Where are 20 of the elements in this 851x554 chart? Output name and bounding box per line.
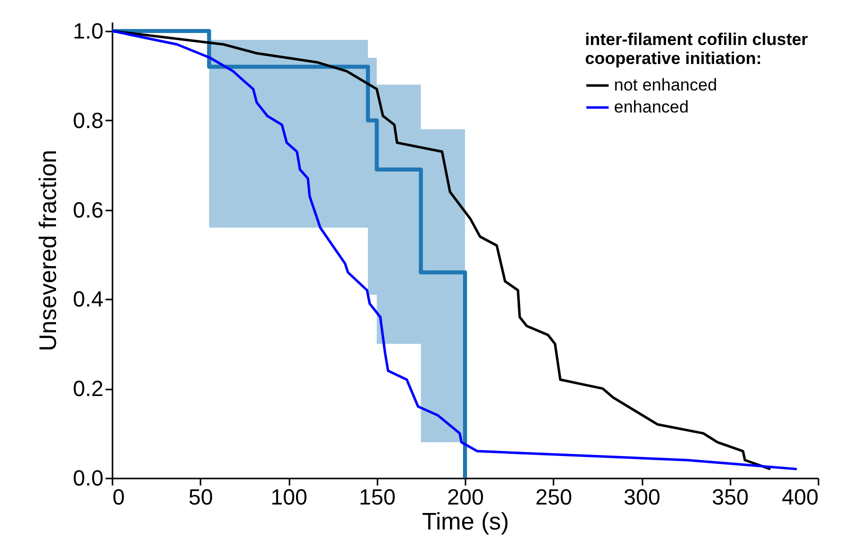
x-tick-label: 350: [712, 484, 749, 510]
y-tick-label: 0.4: [72, 286, 104, 312]
x-tick-label: 0: [112, 484, 125, 510]
x-tick-label: 150: [358, 484, 396, 510]
y-tick-label: 0.6: [72, 197, 104, 222]
x-tick-label: 100: [270, 484, 308, 510]
y-axis-title: Unsevered fraction: [34, 150, 62, 352]
y-tick-label: 0.0: [72, 466, 104, 490]
legend-label: enhanced: [614, 98, 689, 116]
x-tick-label: 50: [188, 484, 213, 510]
x-tick-label: 200: [447, 484, 484, 510]
x-tick-label: 400: [782, 484, 818, 510]
x-tick-label: 300: [624, 484, 660, 510]
legend-label: not enhanced: [614, 76, 718, 94]
x-tick-label: 250: [535, 484, 572, 510]
legend-title: inter-filament cofilin cluster cooperative initiation:: [585, 30, 808, 68]
x-axis-title: Time (s): [422, 508, 510, 536]
y-tick-label: 0.2: [72, 376, 104, 402]
y-tick-label: 1.0: [72, 18, 104, 44]
y-tick-label: 0.8: [72, 108, 104, 133]
